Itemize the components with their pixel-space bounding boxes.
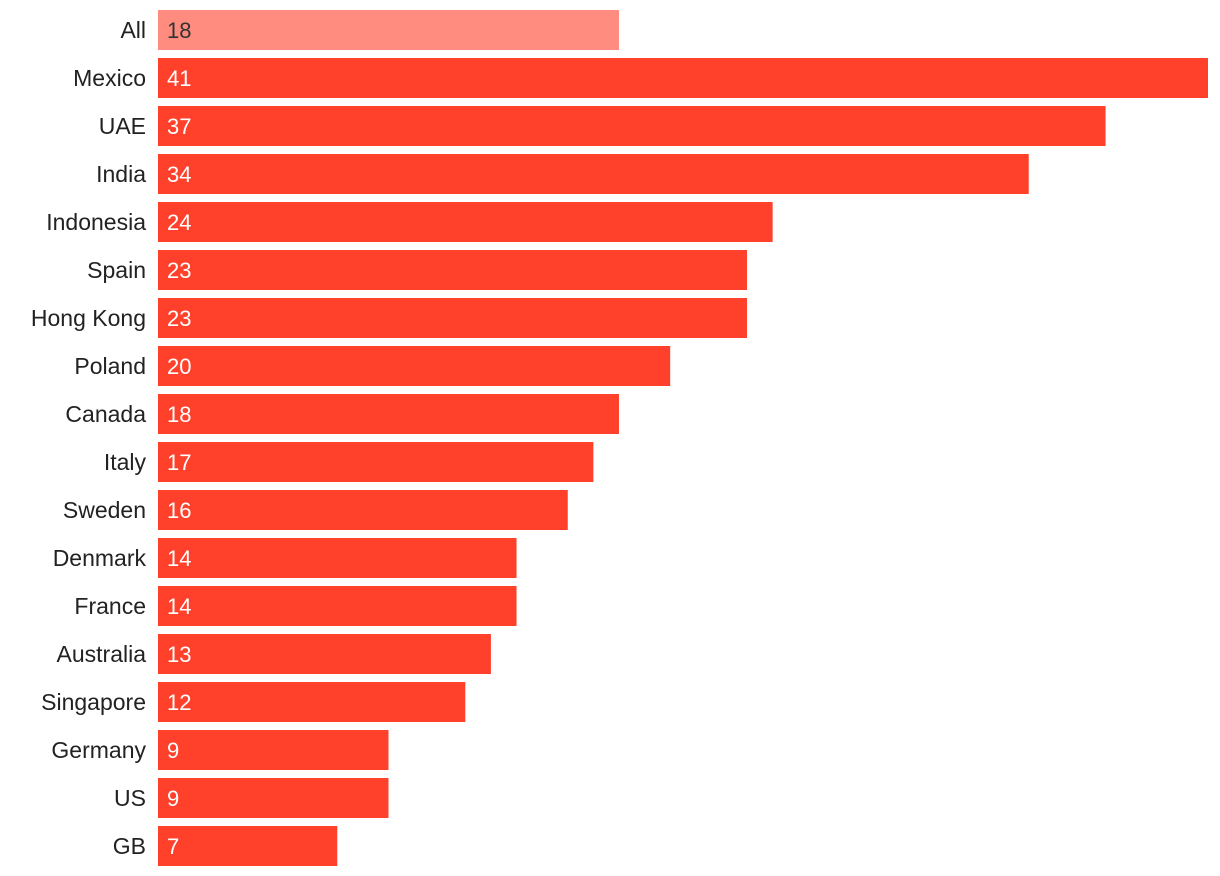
bar-us [158,778,389,818]
category-label-denmark: Denmark [53,545,147,571]
bar-italy [158,442,594,482]
bar-gb [158,826,338,866]
value-label-all: 18 [167,18,191,43]
value-label-australia: 13 [167,642,191,667]
bar-indonesia [158,202,773,242]
value-label-gb: 7 [167,834,179,859]
value-label-denmark: 14 [167,546,191,571]
value-label-india: 34 [167,162,191,187]
bar-spain [158,250,748,290]
value-label-germany: 9 [167,738,179,763]
bar-sweden [158,490,568,530]
value-label-canada: 18 [167,402,191,427]
category-label-italy: Italy [104,449,147,475]
category-label-germany: Germany [51,737,146,763]
value-label-us: 9 [167,786,179,811]
category-label-india: India [96,161,146,187]
value-label-mexico: 41 [167,66,191,91]
value-label-indonesia: 24 [167,210,191,235]
category-label-uae: UAE [99,113,146,139]
category-label-poland: Poland [74,353,146,379]
category-label-singapore: Singapore [41,689,146,715]
bar-hong-kong [158,298,748,338]
bar-uae [158,106,1106,146]
category-label-hong-kong: Hong Kong [31,305,146,331]
bar-denmark [158,538,517,578]
category-label-us: US [114,785,146,811]
category-label-indonesia: Indonesia [46,209,146,235]
category-label-france: France [74,593,146,619]
value-label-uae: 37 [167,114,191,139]
category-label-sweden: Sweden [63,497,146,523]
category-label-mexico: Mexico [73,65,146,91]
category-label-all: All [120,17,146,43]
bar-canada [158,394,619,434]
bar-australia [158,634,491,674]
category-label-australia: Australia [57,641,147,667]
bar-singapore [158,682,466,722]
bar-india [158,154,1029,194]
category-label-canada: Canada [65,401,146,427]
category-label-gb: GB [113,833,146,859]
value-label-hong-kong: 23 [167,306,191,331]
bar-france [158,586,517,626]
value-label-sweden: 16 [167,498,191,523]
bar-poland [158,346,671,386]
value-label-spain: 23 [167,258,191,283]
value-label-italy: 17 [167,450,191,475]
value-label-singapore: 12 [167,690,191,715]
value-label-poland: 20 [167,354,191,379]
value-label-france: 14 [167,594,191,619]
bar-germany [158,730,389,770]
bar-mexico [158,58,1208,98]
bar-all [158,10,619,50]
category-label-spain: Spain [87,257,146,283]
